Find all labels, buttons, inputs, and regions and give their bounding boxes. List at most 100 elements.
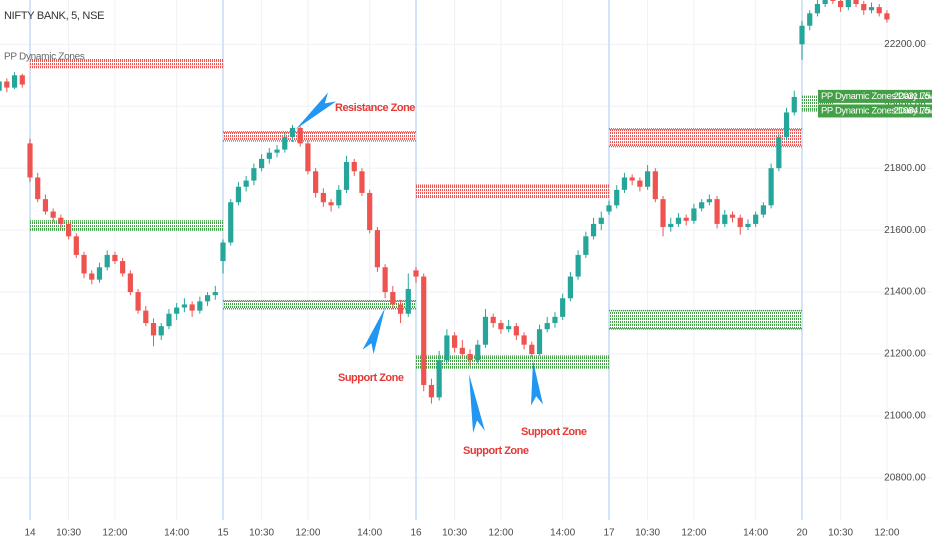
candle-body [467, 353, 473, 361]
x-tick-label: 14:00 [550, 528, 575, 539]
candle-body [143, 310, 149, 324]
candle-body [19, 75, 25, 85]
y-tick-label: 20800.00 [884, 473, 926, 484]
price-tag [818, 89, 932, 103]
candle-body [328, 202, 334, 206]
candle-body [536, 329, 543, 354]
x-tick-label: 12:00 [874, 528, 899, 539]
annotation-arrow [362, 308, 385, 355]
x-tick-label: 10:30 [442, 528, 467, 539]
candle-body [336, 189, 342, 206]
candle-body [807, 13, 813, 26]
x-tick-label: 16 [410, 528, 422, 539]
candle-body [382, 267, 388, 293]
candle-body [506, 326, 512, 330]
candle-body [668, 223, 674, 228]
candle-body [174, 307, 180, 314]
candle-body [320, 192, 326, 203]
candle-body [367, 192, 373, 231]
candle-body [35, 177, 41, 200]
annotation: Resistance Zone [335, 102, 415, 114]
candle-body [397, 304, 404, 314]
price-tag-name: PP Dynamic Zones:Daily Low [821, 105, 932, 116]
y-tick-label: 22200.00 [884, 39, 926, 50]
indicator-name: PP Dynamic Zones [4, 52, 85, 63]
candle-body [374, 230, 380, 268]
candle-body [475, 344, 481, 361]
candle-body [544, 323, 550, 330]
candle-body [96, 267, 103, 280]
candle-body [521, 335, 527, 345]
x-tick-label: 14:00 [357, 528, 382, 539]
candle-body [4, 81, 10, 88]
candle-body [814, 4, 821, 14]
candle-body [490, 316, 496, 324]
candle-body [876, 7, 882, 14]
candle-body [181, 304, 187, 308]
candle-body [127, 273, 133, 293]
candle-body [560, 298, 566, 317]
candle-body [282, 137, 288, 150]
candle-body [112, 254, 118, 262]
candle-body [552, 316, 558, 324]
annotation: Support Zone [463, 445, 529, 457]
candle-body [212, 292, 218, 296]
candle-body [150, 323, 157, 336]
candle-body [413, 270, 419, 277]
x-tick-label: 15 [217, 528, 229, 539]
annotation: Support Zone [338, 372, 404, 384]
y-tick-label: 21800.00 [884, 163, 926, 174]
zone [416, 356, 609, 368]
candle-body [683, 217, 689, 221]
candle-body [204, 295, 211, 302]
candle-body [27, 143, 33, 178]
candle-body [58, 217, 64, 224]
price-tag-value: 22031.75 [894, 91, 931, 102]
candle-body [513, 326, 519, 336]
candle-body [359, 171, 365, 193]
x-tick-label: 12:00 [102, 528, 127, 539]
candle-body [699, 202, 705, 209]
candle-body [838, 0, 844, 8]
candle-body [737, 217, 743, 228]
x-tick-label: 14 [24, 528, 36, 539]
candle-body [266, 152, 272, 159]
candle-body [621, 177, 628, 190]
candle-body [706, 199, 712, 203]
candle-body [104, 254, 110, 268]
candles [0, 0, 890, 404]
candle-body [845, 0, 851, 8]
zone [30, 59, 223, 68]
y-tick-label: 21200.00 [884, 349, 926, 360]
candle-body [745, 223, 751, 228]
candle-body [351, 161, 357, 172]
candle-body [459, 347, 465, 354]
zone [30, 220, 223, 231]
candle-body [251, 168, 257, 181]
candle-body [428, 384, 435, 398]
candle-body [197, 301, 203, 311]
candle-body [768, 168, 774, 206]
x-tick-label: 10:30 [635, 528, 660, 539]
x-tick-label: 14:00 [164, 528, 189, 539]
candle-body [274, 149, 280, 153]
price-tag [818, 104, 932, 118]
candle-body [675, 217, 682, 224]
candle-body [81, 254, 87, 274]
candle-body [42, 199, 49, 212]
zone [416, 185, 609, 198]
zone [223, 131, 416, 141]
annotation-arrow [531, 361, 543, 406]
x-tick-label: 12:00 [681, 528, 706, 539]
candle-body [760, 205, 766, 215]
y-tick-label: 21000.00 [884, 411, 926, 422]
candle-body [189, 304, 195, 311]
candle-body [220, 242, 226, 262]
candle-body [135, 292, 141, 311]
x-tick-label: 10:30 [828, 528, 853, 539]
candle-body [235, 186, 242, 203]
candle-body [660, 199, 666, 228]
candle-body [830, 0, 836, 1]
